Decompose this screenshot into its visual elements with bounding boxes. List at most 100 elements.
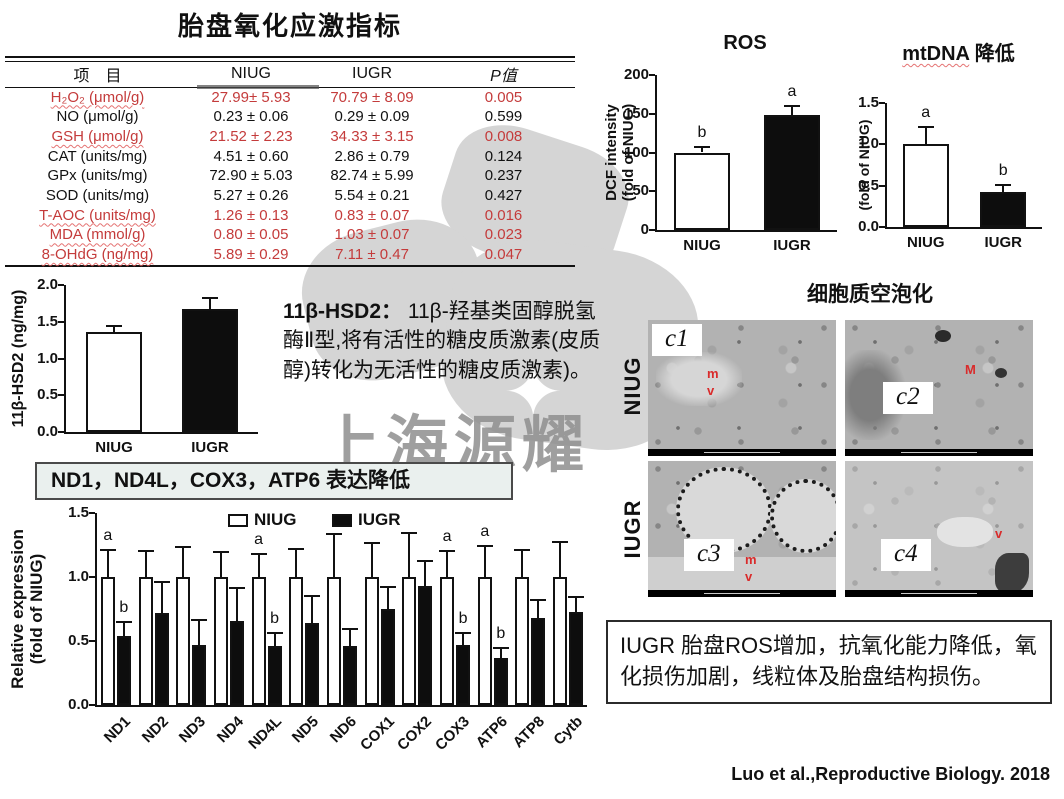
x-axis-label: NIUG <box>907 234 945 251</box>
niug-value: 4.51 ± 0.60 <box>213 147 289 165</box>
mtdna-plot-area: 0.0 0.5 1.0 1.5 a NIUG b IUGR <box>858 94 1042 251</box>
bar-niug <box>86 332 142 432</box>
x-axis-label: IUGR <box>191 439 229 456</box>
bar-iugr <box>182 308 238 432</box>
bar-nd6-iugr <box>343 646 357 705</box>
error-bar <box>417 560 434 586</box>
bar-nd4-niug <box>213 577 228 705</box>
hsd2-note: 11β-HSD2： 11β-羟基类固醇脱氢酶Ⅱ型,将有活性的糖皮质激素(皮质醇)… <box>283 300 601 382</box>
em-row-label-niug: NIUG <box>620 356 645 416</box>
iugr-value: 0.29 ± 0.09 <box>334 108 410 126</box>
bar-iugr <box>980 192 1027 227</box>
table-row: 8-OHdG (ng/mg) 5.89 ± 0.29 7.11 ± 0.47 0.04… <box>5 245 575 266</box>
legend-swatch-niug <box>228 514 248 527</box>
bar-atp6-iugr <box>493 657 508 705</box>
error-bar-stem <box>209 296 211 309</box>
legend-label-iugr: IUGR <box>358 510 401 529</box>
bar-nd6-niug <box>327 577 341 705</box>
y-axis-tick <box>58 320 64 323</box>
em-image-c3: c3 m v <box>648 461 836 597</box>
dark-granule <box>995 368 1007 378</box>
table-row: CAT (units/mg) 4.51 ± 0.60 2.86 ± 0.79 0.12… <box>5 147 575 167</box>
item-label: CAT (units/mg) <box>47 147 148 165</box>
p-value: 0.023 <box>484 226 523 244</box>
x-axis-label: IUGR <box>984 234 1023 251</box>
bar-nd1-niug <box>100 577 115 705</box>
vacuole-region <box>937 517 993 547</box>
y-axis-tick-label: 200 <box>623 66 649 83</box>
error-bar-stem <box>408 532 411 577</box>
item-label: 8-OHdG (ng/mg) <box>41 246 154 264</box>
dense-region <box>995 553 1029 593</box>
em-image-c1: c1 m v <box>648 320 836 456</box>
em-image-c2: c2 M <box>845 320 1033 456</box>
error-bar <box>326 533 342 577</box>
oxidative-stress-table: 项 目 NIUG IUGR P值 H₂O₂ (μmol/g) 27.99± 5.9… <box>5 56 575 267</box>
annotation-m: m <box>745 552 757 567</box>
y-axis-tick <box>89 640 95 642</box>
y-axis-tick-label: 150 <box>623 104 649 122</box>
item-label: H₂O₂ (μmol/g) <box>50 88 145 106</box>
error-bar <box>694 146 710 153</box>
y-axis-tick <box>879 143 885 146</box>
error-bar-stem <box>521 548 524 577</box>
scale-bar <box>648 449 836 456</box>
y-axis-tick <box>649 229 655 231</box>
bar-cytb-niug <box>553 577 568 705</box>
oxidative-table-body: H₂O₂ (μmol/g) 27.99± 5.93 70.79 ± 8.09 0.00… <box>5 87 575 266</box>
error-bar-stem <box>198 619 201 645</box>
em-image-c4: c4 v <box>845 461 1033 597</box>
iugr-value: 5.54 ± 0.21 <box>334 187 410 205</box>
legend-swatch-iugr <box>332 514 352 527</box>
error-bar-stem <box>273 632 276 647</box>
iugr-value: 7.11 ± 0.47 <box>335 246 409 264</box>
table-header-row: 项 目 NIUG IUGR P值 <box>5 61 575 88</box>
significance-letter: a <box>921 104 931 122</box>
y-axis-tick-label: 0.5 <box>858 176 879 194</box>
niug-value: 21.52 ± 2.23 <box>209 127 293 145</box>
dark-granule <box>935 330 951 342</box>
y-axis-tick-label: 0.5 <box>68 632 89 649</box>
error-bar <box>191 619 208 645</box>
table-row: T-AOC (units/mg) 1.26 ± 0.13 0.83 ± 0.07 0.… <box>5 206 575 226</box>
item-label: T-AOC (units/mg) <box>39 206 156 224</box>
p-value: 0.005 <box>484 88 523 106</box>
y-axis-tick-label: 1.5 <box>37 312 58 330</box>
error-bar <box>568 596 585 612</box>
y-axis-tick-label: 50 <box>632 182 649 200</box>
hsd2-plot-area: 0.0 0.5 1.0 1.5 2.0 NIUG IUGR <box>37 276 258 456</box>
bar-cytb-iugr <box>569 611 584 705</box>
table-row: SOD (units/mg) 5.27 ± 0.26 5.54 ± 0.21 0.42… <box>5 186 575 206</box>
error-bar <box>342 628 358 647</box>
mtdna-chart-title: mtDNA 降低 <box>902 43 1015 65</box>
error-bar <box>99 548 116 577</box>
error-bar-stem <box>182 546 185 577</box>
vacuole-region <box>648 557 836 590</box>
significance-letter: b <box>458 610 468 628</box>
error-bar <box>530 598 547 618</box>
scale-bar <box>845 590 1033 597</box>
error-bar <box>250 552 267 577</box>
bar-cox1-niug <box>364 577 379 705</box>
bar-nd5-iugr <box>305 623 320 705</box>
bar-nd4-iugr <box>229 620 244 705</box>
p-value: 0.047 <box>484 246 523 264</box>
gene-expression-chart: Relative expression (fold of NIUG) NIUG … <box>0 504 600 799</box>
y-axis-tick-label: 100 <box>623 143 649 161</box>
bar-cox3-niug <box>440 577 455 705</box>
error-bar-stem <box>219 551 222 577</box>
significance-letter: a <box>480 523 490 540</box>
item-label: MDA (mmol/g) <box>49 226 146 244</box>
niug-value: 0.23 ± 0.06 <box>213 108 289 126</box>
error-bar-stem <box>499 647 502 658</box>
y-axis-tick-label: 1.0 <box>68 568 89 585</box>
error-bar <box>115 620 132 636</box>
significance-letter: a <box>787 83 797 101</box>
error-bar-stem <box>113 325 115 333</box>
item-label: SOD (units/mg) <box>45 187 150 205</box>
error-bar <box>552 541 569 577</box>
error-bar-stem <box>144 550 147 577</box>
slide-title: 胎盘氧化应激指标 <box>177 11 402 41</box>
error-bar <box>106 325 122 333</box>
significance-letter: b <box>496 625 506 643</box>
